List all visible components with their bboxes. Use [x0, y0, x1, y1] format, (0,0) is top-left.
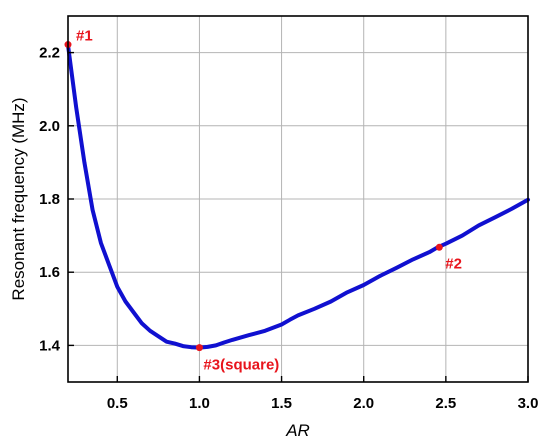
- y-tick-label: 2.2: [39, 45, 60, 62]
- x-tick-label: 2.0: [353, 395, 374, 412]
- x-axis-title: AR: [285, 421, 310, 440]
- y-tick-label: 1.6: [39, 264, 60, 281]
- x-tick-label: 1.5: [271, 395, 292, 412]
- annotation-label: #1: [76, 28, 93, 45]
- annotation-label: #2: [445, 255, 462, 272]
- annotation-point: [195, 344, 203, 352]
- y-tick-label: 1.8: [39, 191, 60, 208]
- x-tick-label: 3.0: [518, 395, 539, 412]
- annotation-layer: #1 #2 #3(square): [64, 28, 462, 374]
- y-tick-label: 2.0: [39, 118, 60, 135]
- y-axis-title: Resonant frequency (MHz): [9, 97, 28, 300]
- x-tick-label: 1.0: [189, 395, 210, 412]
- x-tick-label: 0.5: [107, 395, 128, 412]
- grid-layer: [68, 16, 529, 382]
- series-layer: [66, 43, 530, 350]
- x-tick-label: 2.5: [435, 395, 456, 412]
- annotation-point: [435, 243, 443, 251]
- series-line: [66, 43, 530, 350]
- y-tick-label: 1.4: [39, 337, 61, 354]
- tick-layer: 0.5 1.0 1.5 2.0 2.5 3.0 1.4 1.6 1.8 2.0 2.2: [39, 45, 538, 412]
- annotation-label: #3(square): [203, 357, 279, 374]
